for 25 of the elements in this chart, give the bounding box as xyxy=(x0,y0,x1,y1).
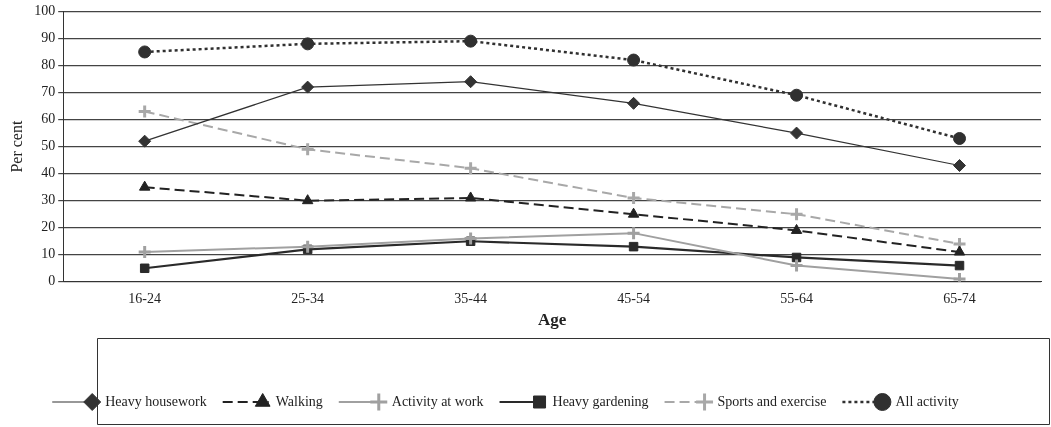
legend-label: All activity xyxy=(895,393,959,409)
y-tick-label: 50 xyxy=(41,138,56,154)
x-tick-label: 25-34 xyxy=(291,290,324,306)
y-tick-label: 0 xyxy=(48,273,56,289)
legend-label: Heavy gardening xyxy=(552,393,649,409)
y-tick-label: 30 xyxy=(41,192,56,208)
y-tick-label: 90 xyxy=(41,30,56,46)
x-tick-label: 55-64 xyxy=(780,290,813,306)
y-axis-title: Per cent xyxy=(7,120,25,173)
x-tick-label: 35-44 xyxy=(454,290,487,306)
y-tick-label: 80 xyxy=(41,57,56,73)
legend-label: Heavy housework xyxy=(105,393,207,409)
x-tick-label: 16-24 xyxy=(128,290,162,306)
y-tick-label: 70 xyxy=(41,84,56,100)
y-tick-label: 40 xyxy=(41,165,56,181)
legend-label: Activity at work xyxy=(391,393,484,409)
y-tick-label: 10 xyxy=(41,246,56,262)
y-tick-label: 60 xyxy=(41,111,56,127)
x-tick-label: 45-54 xyxy=(617,290,650,306)
legend-label: Sports and exercise xyxy=(717,393,827,409)
legend-label: Walking xyxy=(275,393,323,409)
y-tick-label: 20 xyxy=(41,219,56,235)
y-tick-label: 100 xyxy=(34,3,56,19)
x-axis-title: Age xyxy=(537,310,567,330)
x-tick-label: 65-74 xyxy=(943,290,976,306)
